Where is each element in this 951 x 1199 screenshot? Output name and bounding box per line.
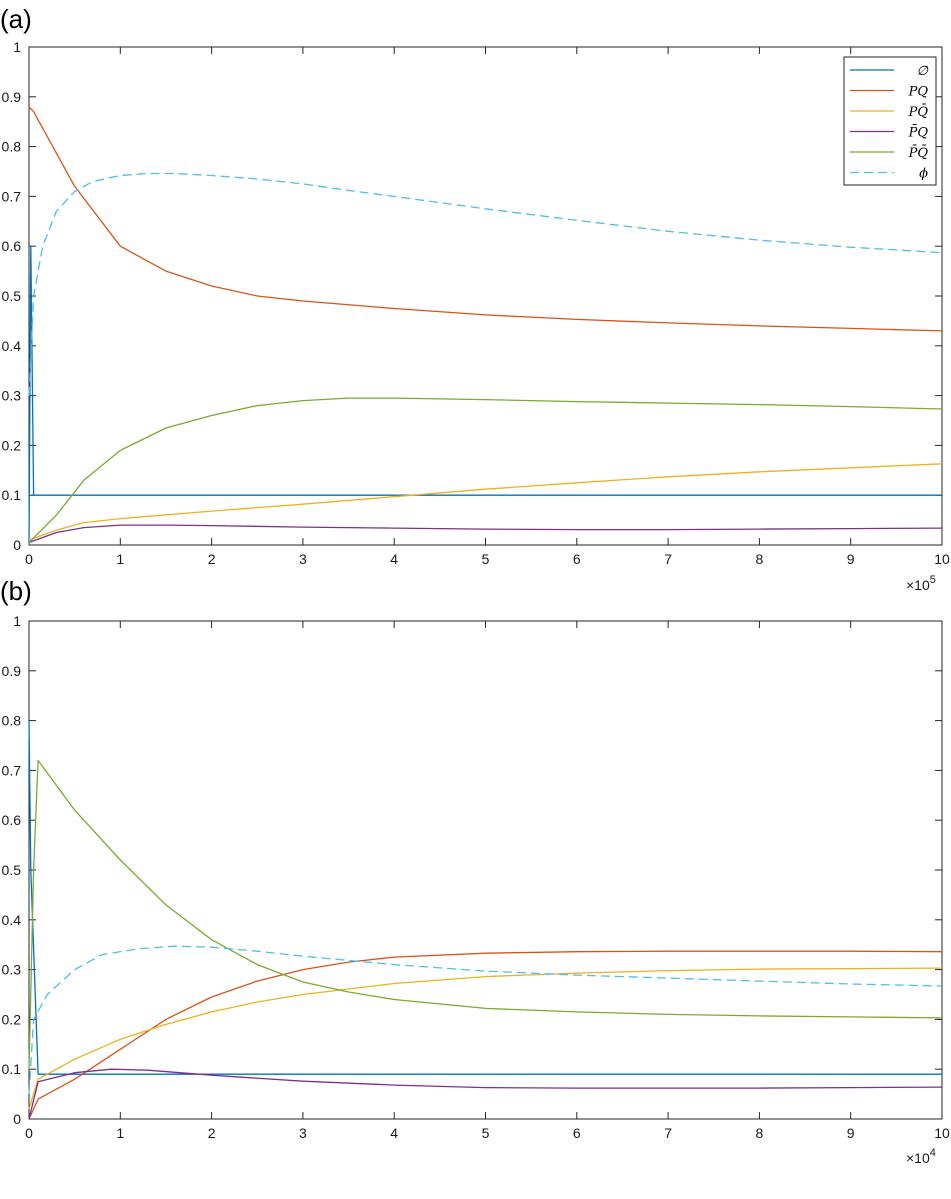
panel-a-y-tick-label: 0.3 [2,388,22,404]
panel-b-x-tick-label: 8 [756,1125,764,1141]
panel-a-legend: ∅ PQ PQ̄ P̄Q P̄Q̄ ϕ [843,56,937,186]
panel-a-series-line-3 [28,524,943,544]
panel-a-legend-label-5: ϕ [919,167,928,182]
panel-a-axes: 0 1 2 3 4 5 6 7 8 9 10 0 0.1 0.2 0.3 0.4 0.5 0.6 0.7 0.8 0.9… [2,39,950,567]
panel-a-series-line-2 [28,463,943,541]
panel-b-series-line-0 [28,720,942,1075]
panel-a-x-multiplier-exp: 5 [930,574,936,586]
panel-a-series-line-5 [28,172,943,396]
panel-b-y-tick-label: 0.1 [2,1061,22,1077]
panel-a-x-tick-label: 8 [756,551,764,567]
panel-a-x-tick-label: 0 [25,551,33,567]
panel-a-y-tick-label: 1 [13,39,21,55]
panel-b-x-tick-label: 7 [664,1125,672,1141]
panel-b-label: (b) [0,576,32,606]
panel-a-y-tick-label: 0.9 [2,89,22,105]
panel-b: (b) 0 1 2 3 4 5 6 7 8 9 10 0 0.1 0.2 0.3 0.4 0.5 0.6 0.7 0.… [0,576,950,1166]
panel-a-x-tick-label: 6 [573,551,581,567]
panel-b-series [28,720,943,1120]
panel-b-y-tick-label: 0.2 [2,1011,22,1027]
panel-b-y-tick-label: 1 [13,613,21,629]
panel-a-x-tick-label: 2 [208,551,216,567]
panel-b-x-tick-label: 1 [116,1125,124,1141]
panel-a-series-line-4 [28,397,943,543]
panel-b-series-line-4 [28,759,943,1070]
panel-b-series-line-2 [28,967,943,1110]
panel-a-y-tick-label: 0.8 [2,139,22,155]
panel-a-x-tick-label: 7 [664,551,672,567]
panel-b-y-tick-label: 0.9 [2,663,22,679]
panel-a-x-tick-label: 9 [847,551,855,567]
panel-a-y-tick-label: 0.7 [2,188,22,204]
panel-b-axes: 0 1 2 3 4 5 6 7 8 9 10 0 0.1 0.2 0.3 0.4 0.5 0.6 0.7 0.8 0.9… [2,613,950,1141]
panel-b-x-tick-label: 10 [934,1125,950,1141]
panel-b-series-line-3 [28,1068,943,1120]
panel-b-y-tick-label: 0.7 [2,762,22,778]
panel-a-legend-box [843,56,937,186]
panel-b-x-tick-label: 9 [847,1125,855,1141]
panel-b-y-tick-label: 0.5 [2,862,22,878]
panel-a: (a) 0 1 2 3 4 5 6 7 8 9 10 0 0.1 0.2 0.3 0.4 0.5 0.6 0.7 0.… [0,4,950,593]
panel-b-y-tick-label: 0 [13,1111,21,1127]
panel-b-x-multiplier-exp: 4 [930,1147,936,1159]
panel-b-y-tick-label: 0.3 [2,962,22,978]
panel-b-x-tick-label: 5 [482,1125,490,1141]
panel-a-series [28,106,943,546]
panel-b-x-tick-label: 3 [299,1125,307,1141]
panel-a-y-tick-label: 0.2 [2,437,22,453]
panel-a-legend-label-1: PQ [908,85,929,100]
panel-a-legend-label-3: P̄Q [908,124,929,140]
panel-a-x-tick-label: 1 [116,551,124,567]
panel-a-x-multiplier-base: ×10 [906,577,930,593]
panel-a-x-tick-label: 10 [934,551,950,567]
panel-b-series-line-5 [28,945,943,1095]
panel-b-x-tick-label: 0 [25,1125,33,1141]
panel-a-legend-label-2: PQ̄ [908,104,929,120]
panel-a-label: (a) [0,4,32,34]
panel-b-series-line-1 [28,950,943,1120]
panel-a-y-tick-label: 0.5 [2,288,22,304]
panel-a-x-multiplier: ×105 [906,574,936,593]
panel-a-series-line-1 [28,106,943,332]
panel-b-y-tick-label: 0.6 [2,812,22,828]
panel-b-y-tick-label: 0.8 [2,713,22,729]
panel-a-legend-label-0: ∅ [917,64,929,79]
panel-a-x-tick-label: 3 [299,551,307,567]
panel-a-x-tick-label: 5 [482,551,490,567]
panel-a-legend-label-4: P̄Q̄ [908,145,929,161]
panel-a-y-tick-label: 0 [13,537,21,553]
panel-b-x-tick-label: 4 [390,1125,398,1141]
panel-a-y-tick-label: 0.4 [2,338,22,354]
panel-a-series-line-0 [28,245,942,546]
panel-b-x-tick-label: 2 [208,1125,216,1141]
panel-b-y-tick-label: 0.4 [2,912,22,928]
panel-a-y-tick-label: 0.6 [2,238,22,254]
panel-b-x-multiplier-base: ×10 [906,1150,930,1166]
panel-a-x-tick-label: 4 [390,551,398,567]
panel-a-y-tick-label: 0.1 [2,487,22,503]
panel-b-x-multiplier: ×104 [906,1147,936,1166]
panel-b-x-tick-label: 6 [573,1125,581,1141]
